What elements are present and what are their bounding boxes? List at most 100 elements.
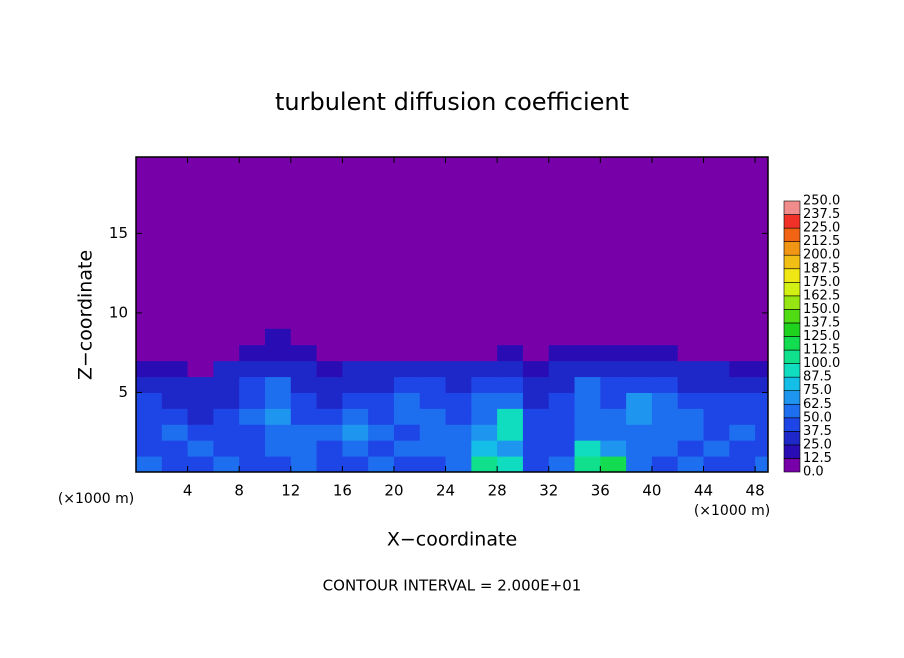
field-cell [626, 344, 653, 362]
field-cell [419, 456, 447, 472]
field-cell [136, 344, 163, 362]
field-cell [161, 328, 189, 346]
field-cell [213, 376, 240, 393]
field-cell [393, 456, 421, 472]
field-cell [600, 328, 627, 346]
field-cell [677, 440, 705, 457]
field-cell [136, 360, 163, 378]
x-tick-label: 36 [591, 482, 610, 500]
field-cell [522, 408, 550, 425]
field-cell [677, 392, 705, 409]
field-cell [677, 328, 705, 346]
field-cell [342, 408, 369, 425]
colorbar-box [783, 241, 801, 256]
field-cell [161, 456, 189, 472]
field-cell [703, 344, 730, 362]
field-cell [626, 360, 653, 378]
field-cell [445, 392, 472, 409]
field-cell [213, 328, 240, 346]
field-cell [497, 376, 524, 393]
field-cell [497, 440, 524, 457]
field-cell [290, 360, 318, 378]
field-cell [290, 344, 318, 362]
field-cell [264, 440, 292, 457]
colorbar-label: 162.5 [803, 288, 840, 303]
field-cell [651, 344, 679, 362]
field-cell [342, 328, 369, 346]
field-cell [522, 360, 550, 378]
field-cell [755, 360, 768, 378]
unit-label: (×1000 m) [694, 503, 770, 519]
colorbar-box [783, 336, 801, 351]
x-tick-label: 4 [183, 482, 193, 500]
field-cell [419, 344, 447, 362]
field [136, 157, 768, 472]
field-cell [548, 328, 576, 346]
field-cell [264, 456, 292, 472]
field-cell [677, 360, 705, 378]
colorbar-label: 175.0 [803, 275, 840, 290]
field-cell [161, 440, 189, 457]
field-cell [703, 376, 730, 393]
field-cell [497, 344, 524, 362]
field-cell [651, 424, 679, 441]
field-cell [522, 456, 550, 472]
field-cell [574, 408, 601, 425]
field-cell [626, 376, 653, 393]
field-cell [239, 424, 266, 441]
colorbar-box [783, 431, 801, 446]
field-cell [368, 424, 395, 441]
field-cell [187, 360, 214, 378]
field-cell [290, 456, 318, 472]
field-cell [342, 344, 369, 362]
field-cell [677, 408, 705, 425]
field-cell [522, 376, 550, 393]
field-cell [136, 408, 163, 425]
field-cell [136, 440, 163, 457]
field-cell [187, 408, 214, 425]
field-cell [264, 392, 292, 409]
field-cell [187, 392, 214, 409]
y-tick-label: 15 [109, 224, 128, 242]
field-cell [445, 344, 472, 362]
field-cell [497, 392, 524, 409]
colorbar-box [783, 281, 801, 297]
colorbar-label: 237.5 [803, 207, 840, 222]
field-cell [264, 408, 292, 425]
field-cell [161, 424, 189, 441]
field-cell [471, 360, 498, 378]
field-cell [368, 456, 395, 472]
x-tick-label: 40 [642, 482, 661, 500]
colorbar-label: 50.0 [803, 410, 832, 425]
colorbar-label: 137.5 [803, 315, 840, 330]
field-cell [316, 376, 343, 393]
field-cell [651, 360, 679, 378]
footer: CONTOUR INTERVAL = 2.000E+01 [323, 577, 582, 595]
field-cell [213, 456, 240, 472]
field-cell [600, 344, 627, 362]
colorbar-box [783, 322, 801, 337]
field-cell [703, 360, 730, 378]
field-cell [729, 424, 756, 441]
field-cell [471, 392, 498, 409]
field-cell [445, 376, 472, 393]
field-cell [626, 408, 653, 425]
field-cell [161, 344, 189, 362]
field-cell [393, 440, 421, 457]
field-cell [522, 440, 550, 457]
field-cell [677, 376, 705, 393]
field-cell [548, 360, 576, 378]
field-cell [290, 392, 318, 409]
colorbar-box [783, 390, 801, 405]
x-tick-label: 32 [539, 482, 558, 500]
colorbar-box [783, 458, 801, 473]
field-cell [239, 360, 266, 378]
field-cell [445, 424, 472, 441]
field-cell [368, 440, 395, 457]
x-tick-label: 8 [234, 482, 244, 500]
x-tick-label: 20 [384, 482, 403, 500]
field-cell [651, 408, 679, 425]
field-cell [213, 408, 240, 425]
field-cell [368, 392, 395, 409]
